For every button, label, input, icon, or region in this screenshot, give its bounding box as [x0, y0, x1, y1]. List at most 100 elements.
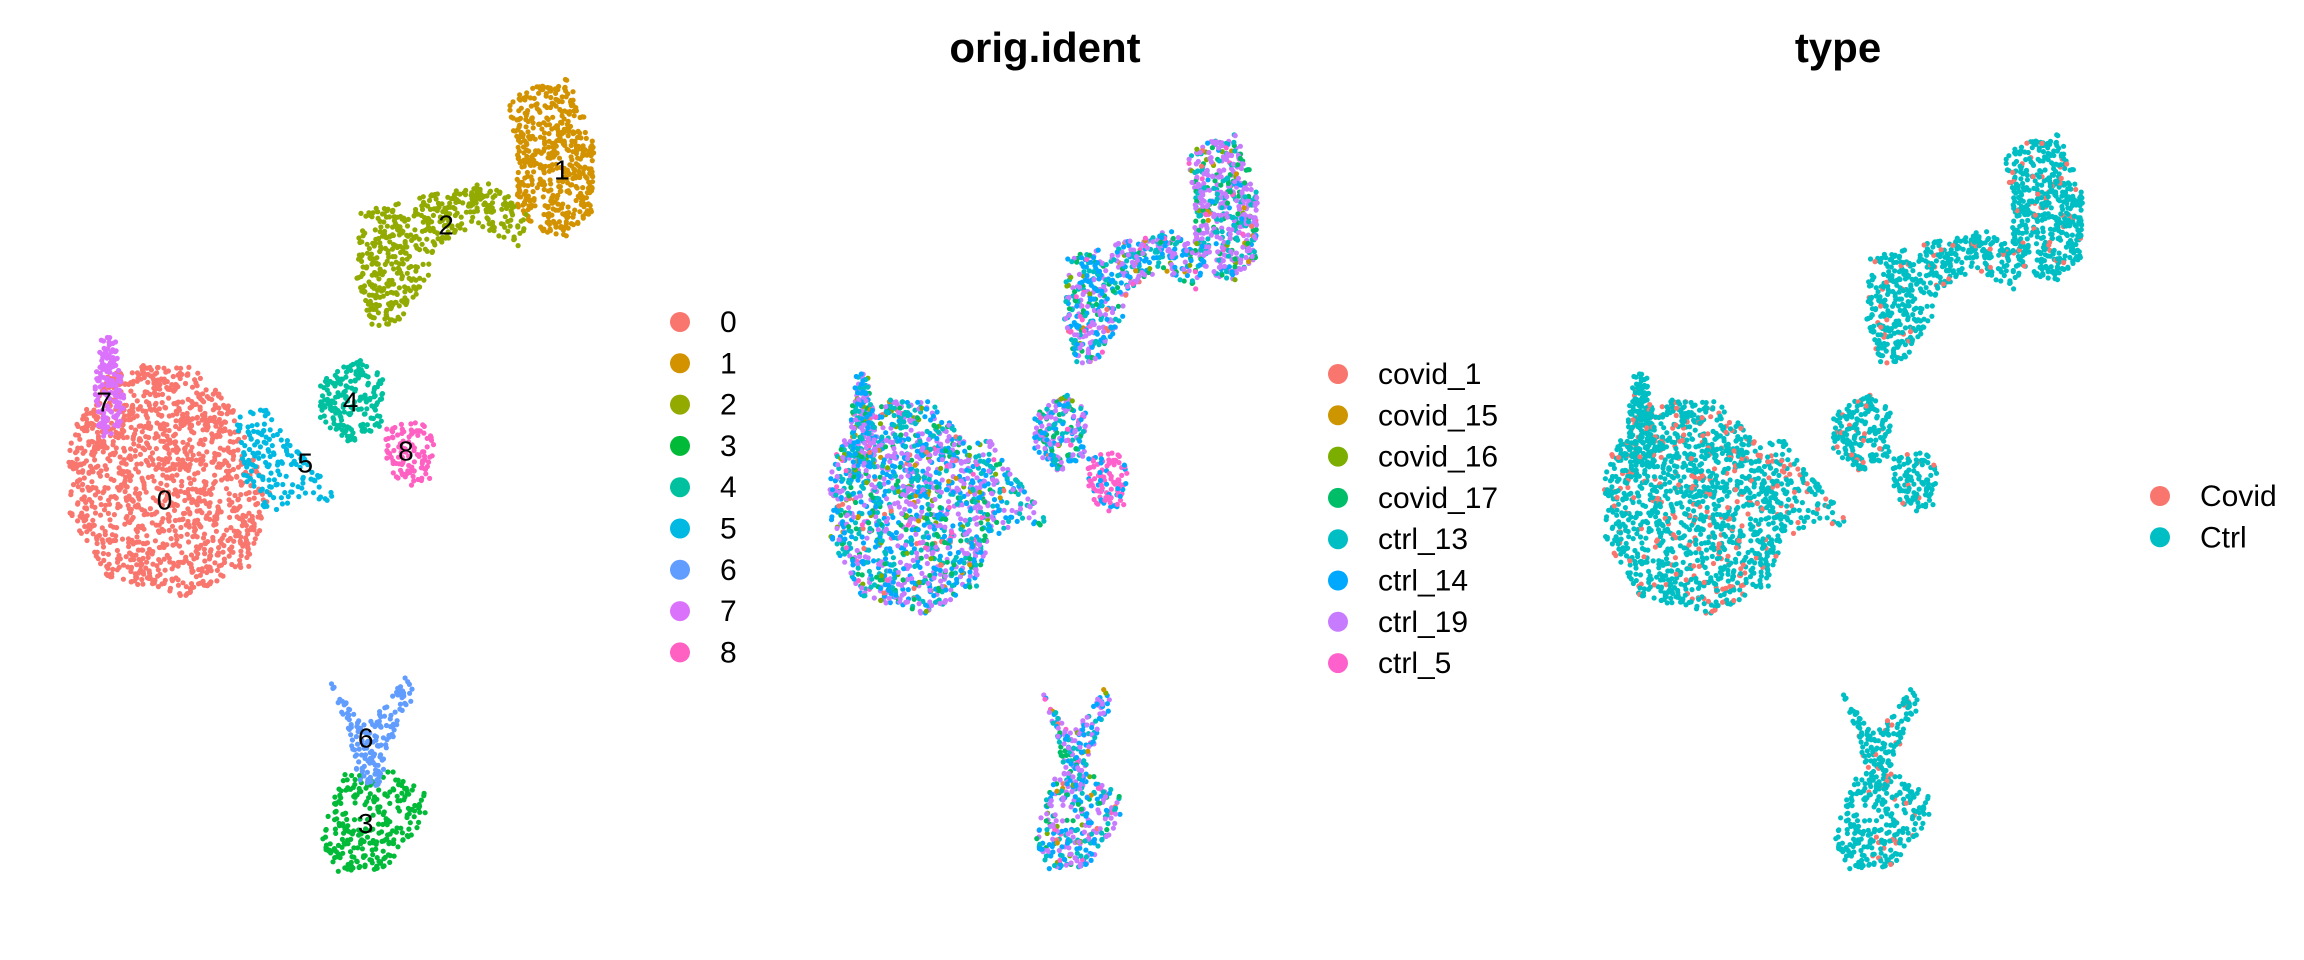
cell-point	[224, 527, 230, 533]
cell-point	[852, 520, 859, 526]
cell-point	[221, 447, 227, 453]
cell-point	[155, 528, 162, 534]
cell-point	[166, 514, 172, 520]
cell-point	[913, 531, 919, 537]
cell-point	[255, 429, 261, 435]
cell-point	[381, 856, 387, 862]
cell-point	[186, 539, 192, 545]
cell-point	[164, 384, 170, 391]
cell-point	[131, 392, 137, 398]
cell-point	[476, 220, 482, 226]
cell-point	[520, 228, 527, 234]
cell-point	[352, 437, 358, 443]
cell-point	[138, 563, 144, 569]
cell-point	[175, 456, 181, 462]
cell-point	[507, 103, 513, 109]
cluster-label-5: 5	[298, 448, 314, 479]
cell-point	[944, 510, 950, 517]
cell-point	[362, 862, 368, 868]
cell-point	[391, 447, 397, 454]
cell-point	[216, 393, 222, 399]
cell-point	[179, 550, 185, 556]
cell-point	[343, 374, 349, 380]
cell-point	[373, 306, 379, 312]
cell-point	[369, 214, 375, 220]
cell-point	[113, 495, 119, 501]
cell-point	[162, 458, 168, 464]
cell-point	[454, 210, 460, 216]
cell-point	[1199, 176, 1205, 182]
cell-point	[162, 379, 168, 385]
cell-point	[867, 460, 873, 466]
cell-point	[235, 496, 241, 502]
cell-point	[163, 369, 169, 375]
cell-point	[371, 799, 377, 805]
cell-point	[352, 794, 358, 800]
cell-point	[197, 392, 203, 398]
cell-point	[159, 400, 165, 406]
cell-point	[231, 418, 237, 424]
cell-point	[200, 442, 206, 448]
cell-point	[886, 582, 892, 589]
cell-point	[536, 149, 542, 155]
cell-point	[70, 482, 77, 488]
cell-point	[956, 435, 963, 441]
cell-point	[1219, 229, 1225, 235]
cell-point	[113, 387, 119, 393]
cell-point	[897, 437, 903, 444]
cell-point	[346, 706, 352, 712]
cell-point	[924, 406, 930, 412]
cell-point	[518, 105, 524, 111]
cell-point	[891, 405, 898, 411]
cell-point	[575, 220, 581, 226]
cell-point	[368, 415, 374, 421]
cell-point	[523, 124, 529, 130]
cell-point	[842, 536, 848, 542]
cell-point	[356, 256, 362, 262]
cell-point	[517, 122, 523, 128]
cell-point	[251, 540, 257, 546]
cell-point	[95, 433, 102, 439]
cell-point	[843, 545, 850, 551]
cell-point	[373, 865, 379, 872]
cell-point	[190, 452, 196, 458]
cell-point	[922, 414, 928, 420]
cell-point	[838, 446, 844, 453]
cell-point	[180, 510, 187, 517]
cell-point	[927, 458, 933, 464]
cell-point	[905, 436, 911, 442]
cell-point	[251, 479, 257, 485]
cell-point	[186, 475, 192, 481]
legend-label: 0	[720, 306, 737, 339]
cell-point	[380, 864, 386, 870]
cell-point	[156, 544, 162, 551]
cell-point	[917, 608, 923, 614]
cell-point	[204, 569, 210, 576]
cell-point	[521, 96, 527, 102]
cell-point	[196, 451, 202, 457]
cell-point	[555, 207, 562, 213]
cell-point	[213, 419, 219, 425]
cell-point	[892, 473, 899, 479]
cell-point	[878, 585, 884, 591]
cell-point	[344, 816, 350, 823]
cell-point	[174, 472, 180, 478]
cell-point	[194, 415, 200, 421]
cell-point	[312, 478, 318, 484]
cell-point	[366, 246, 372, 252]
cell-point	[946, 434, 952, 440]
cell-point	[553, 90, 559, 96]
cluster-label-1: 1	[554, 155, 570, 186]
cell-point	[937, 505, 943, 511]
cell-point	[470, 214, 476, 220]
cell-point	[237, 422, 243, 428]
cell-point	[207, 516, 213, 522]
cell-point	[978, 562, 984, 568]
cell-point	[947, 462, 953, 468]
cell-point	[75, 501, 81, 507]
cell-point	[69, 459, 75, 465]
cell-point	[213, 528, 219, 534]
cell-point	[145, 379, 151, 385]
cell-point	[208, 491, 214, 497]
